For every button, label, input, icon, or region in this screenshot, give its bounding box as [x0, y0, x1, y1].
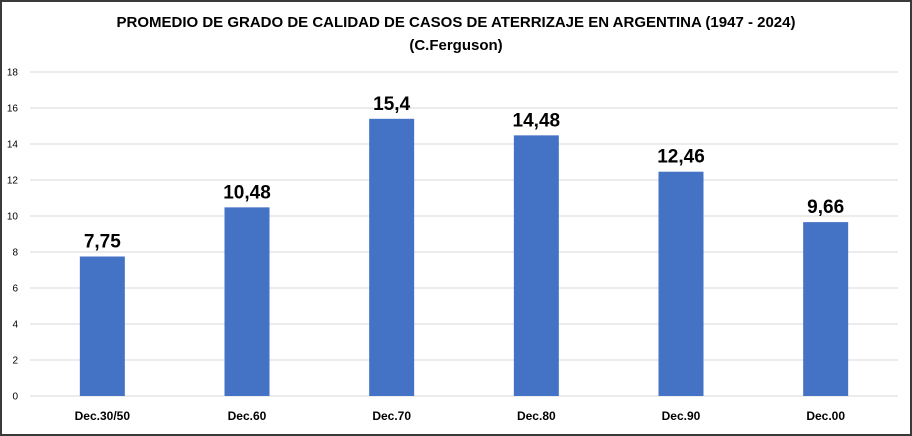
bar — [369, 118, 415, 397]
chart-subtitle: (C.Ferguson) — [409, 37, 503, 54]
chart-title: PROMEDIO DE GRADO DE CALIDAD DE CASOS DE… — [116, 14, 796, 31]
category-labels: Dec.30/50 Dec.60 Dec.70 Dec.80 Dec.90 Dec.00 — [75, 409, 846, 423]
data-label: 12,46 — [657, 147, 705, 168]
data-label: 14,48 — [513, 110, 561, 131]
bars — [79, 118, 849, 397]
data-label: 7,75 — [84, 232, 121, 253]
y-tick-label: 0 — [12, 392, 18, 403]
data-labels: 7,75 10,48 15,4 14,48 12,46 9,66 — [84, 94, 844, 253]
data-label: 10,48 — [223, 182, 271, 203]
data-label: 9,66 — [807, 197, 844, 218]
y-tick-label: 2 — [12, 356, 18, 367]
y-tick-label: 10 — [7, 212, 19, 223]
bar — [658, 171, 704, 396]
y-tick-label: 8 — [12, 248, 18, 259]
y-tick-label: 14 — [7, 140, 19, 151]
category-label: Dec.60 — [228, 409, 267, 423]
y-tick-label: 6 — [12, 284, 18, 295]
y-tick-label: 4 — [12, 320, 18, 331]
y-tick-label: 18 — [7, 68, 19, 79]
category-label: Dec.80 — [517, 409, 556, 423]
bar — [803, 222, 849, 396]
data-label: 15,4 — [373, 94, 410, 115]
gridlines — [30, 71, 898, 397]
bar — [79, 256, 125, 396]
y-tick-label: 16 — [7, 104, 19, 115]
category-label: Dec.90 — [662, 409, 701, 423]
category-label: Dec.30/50 — [75, 409, 131, 423]
y-axis-ticks: 0 2 4 6 8 10 12 14 16 18 — [7, 68, 19, 403]
bar — [513, 135, 559, 397]
category-label: Dec.70 — [372, 409, 411, 423]
bar — [224, 207, 270, 396]
y-tick-label: 12 — [7, 176, 19, 187]
category-label: Dec.00 — [806, 409, 845, 423]
